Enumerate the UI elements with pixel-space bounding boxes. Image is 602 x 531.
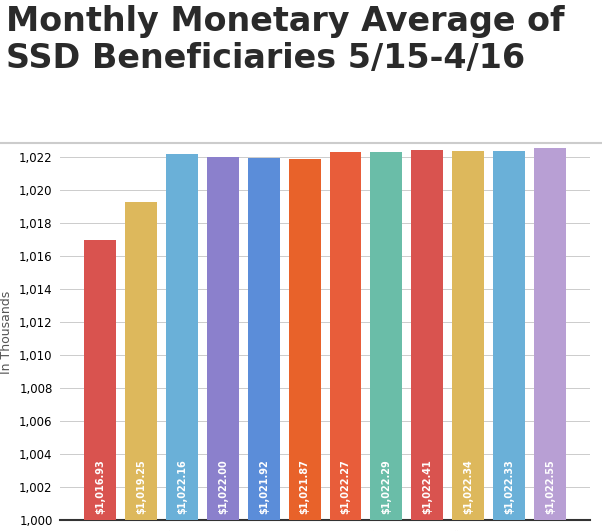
Bar — [207, 157, 239, 520]
Bar — [125, 202, 157, 520]
Text: $1,022.41: $1,022.41 — [422, 459, 432, 514]
Y-axis label: In Thousands: In Thousands — [1, 290, 13, 373]
Bar — [370, 152, 402, 520]
Bar — [248, 158, 280, 520]
Bar — [411, 150, 443, 520]
Bar — [84, 241, 116, 520]
Text: $1,021.92: $1,021.92 — [259, 459, 268, 514]
Text: $1,016.93: $1,016.93 — [95, 459, 105, 514]
Bar — [534, 148, 566, 520]
Text: $1,021.87: $1,021.87 — [300, 459, 309, 514]
Bar — [493, 151, 525, 520]
Bar — [166, 154, 198, 520]
Text: $1,022.00: $1,022.00 — [218, 459, 228, 514]
Text: Monthly Monetary Average of
SSD Beneficiaries 5/15-4/16: Monthly Monetary Average of SSD Benefici… — [6, 5, 565, 75]
Text: $1,019.25: $1,019.25 — [136, 459, 146, 514]
Text: $1,022.16: $1,022.16 — [177, 459, 187, 514]
Text: $1,022.55: $1,022.55 — [545, 459, 555, 514]
Text: $1,022.33: $1,022.33 — [504, 459, 514, 514]
Text: $1,022.29: $1,022.29 — [382, 459, 391, 514]
Text: $1,022.27: $1,022.27 — [341, 459, 350, 514]
Bar — [452, 151, 484, 520]
Text: $1,022.34: $1,022.34 — [463, 459, 473, 514]
Bar — [289, 159, 321, 520]
Bar — [329, 152, 361, 520]
